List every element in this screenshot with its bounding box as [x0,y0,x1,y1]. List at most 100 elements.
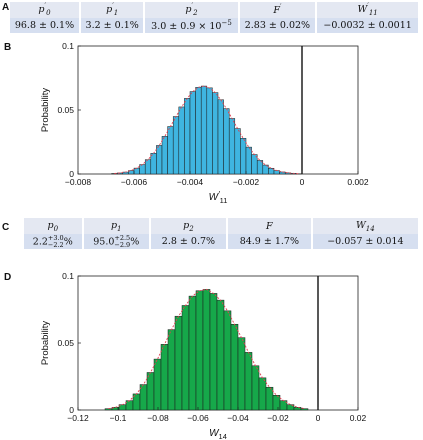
histogram-bar [174,315,183,411]
histogram-bar [195,290,204,411]
table-a-value-p1: 3.2 ± 0.1% [80,18,144,33]
table-c-value-p2: 2.8 ± 0.7% [150,234,226,249]
histogram-bar [234,128,241,175]
parameter-table-c: p0 p1 p2 F W14 2.2 +3.0 −2.2% 95.0 +2.5 −2.9… [22,218,420,249]
table-a-value-p0: 96.8 ± 0.1% [10,18,79,33]
table-c-header-p0: p0 [24,218,82,234]
histogram-bar [184,98,191,175]
parameter-table-a: p′0 p′1 p′2 F′ W′11 96.8 ± 0.1% 3.2 ± 0.… [8,2,420,33]
histogram-bar [245,146,252,175]
histogram-bar [217,99,224,175]
table-c-header-p2: p2 [150,218,226,234]
histogram-bar [178,106,185,175]
x-tick-label: −0.02 [267,413,289,423]
y-tick-label: 0.1 [62,271,74,281]
x-axis-label: W′11 [209,190,228,205]
histogram-bar [244,352,253,411]
table-c-value-w14: −0.057 ± 0.014 [312,234,418,249]
x-tick-label: −0.06 [187,413,209,423]
histogram-bar [223,108,230,175]
y-tick-label: 0 [69,405,74,415]
histogram-bar [167,126,174,175]
histogram-bar [161,136,168,175]
histogram-bar [228,118,236,175]
table-a-header-p1: p′1 [80,2,144,18]
x-tick-label: −0.004 [177,177,204,187]
y-tick-label: 0.05 [57,338,74,348]
histogram-bar [273,170,280,175]
histogram-bar [272,395,281,411]
panel-label-c: C [2,222,10,233]
table-c-header-f: F [227,218,311,234]
histogram-bar [181,305,190,411]
x-tick-label: −0.006 [121,177,148,187]
histogram-b: −0.008 −0.006 −0.004 −0.002 0 0.002 0 0.05 0.1 Pr… [40,41,369,205]
table-c-header-w14: W14 [312,218,418,234]
panel-label-a: A [2,2,10,13]
table-a-value-row: 96.8 ± 0.1% 3.2 ± 0.1% 3.0 ± 0.9 × 10−5 … [10,18,418,33]
histogram-bar [212,92,219,175]
table-c-value-row: 2.2 +3.0 −2.2% 95.0 +2.5 −2.9% 2.8 ± 0.7% 84… [24,234,418,249]
x-tick-label: −0.12 [67,413,89,423]
table-a-header-p0: p′0 [10,2,79,18]
table-c-header-p1: p1 [83,218,149,234]
histogram-bar [251,365,260,411]
x-tick-label: −0.08 [147,413,169,423]
histogram-bar [156,145,163,175]
table-a-value-f: 2.83 ± 0.02% [239,18,316,33]
histogram-bar [172,116,180,175]
y-axis-label: Probability [40,321,51,366]
table-a-value-w11: −0.0032 ± 0.0011 [317,18,418,33]
x-tick-label: −0.002 [233,177,260,187]
y-tick-label: 0 [69,169,74,179]
histogram-bar [150,153,157,175]
histogram-bar [209,293,218,411]
histogram-bar [202,289,211,411]
histogram-bar [153,358,162,411]
x-tick-label: −0.1 [110,413,127,423]
panel-label-b: B [4,42,12,53]
histogram-bar [104,408,113,411]
x-tick-label: 0 [300,177,305,187]
histogram-bar [160,344,169,411]
table-a-header-p2: p′2 [145,2,238,18]
histogram-bar [265,386,274,411]
histogram-bar [216,299,225,411]
histogram-bar [240,138,247,175]
panel-label-d: D [4,272,12,283]
table-c-header-row: p0 p1 p2 F W14 [24,218,418,234]
y-tick-label: 0.1 [62,41,74,51]
table-c-value-f: 84.9 ± 1.7% [227,234,311,249]
histogram-d: −0.12 −0.1 −0.08 −0.06 −0.04 −0.02 0 0.02 0 0.05 0… [40,271,367,440]
histogram-bar [200,85,208,175]
x-axis-label: W14 [209,428,227,440]
x-tick-label: 0.02 [350,413,367,423]
x-tick-label: 0.002 [347,177,369,187]
histogram-bar [300,408,309,411]
histogram-bar [258,377,267,411]
histogram-bar [195,87,202,175]
y-tick-label: 0.05 [57,105,74,115]
table-a-header-w11: W′11 [317,2,418,18]
fit-curve [108,288,305,410]
y-axis-label: Probability [40,88,51,133]
histogram-bar [223,310,232,411]
x-tick-label: −0.04 [227,413,249,423]
histogram-bar [189,91,196,175]
table-c-value-p0: 2.2 +3.0 −2.2% [24,234,82,249]
histogram-bar [144,159,152,175]
histogram-bar [125,400,134,411]
histogram-bar [251,154,258,175]
x-tick-label: 0 [316,413,321,423]
histogram-bar [188,295,197,411]
histogram-bar [206,87,213,175]
table-a-header-row: p′0 p′1 p′2 F′ W′11 [10,2,418,18]
histogram-bar [230,323,239,411]
histogram-bar [146,372,155,411]
table-a-header-f: F′ [239,2,316,18]
table-a-value-p2: 3.0 ± 0.9 × 10−5 [145,18,238,33]
table-c-value-p1: 95.0 +2.5 −2.9% [83,234,149,249]
histogram-bar [237,337,246,411]
histogram-bar [139,164,146,175]
fit-curve [114,85,300,175]
